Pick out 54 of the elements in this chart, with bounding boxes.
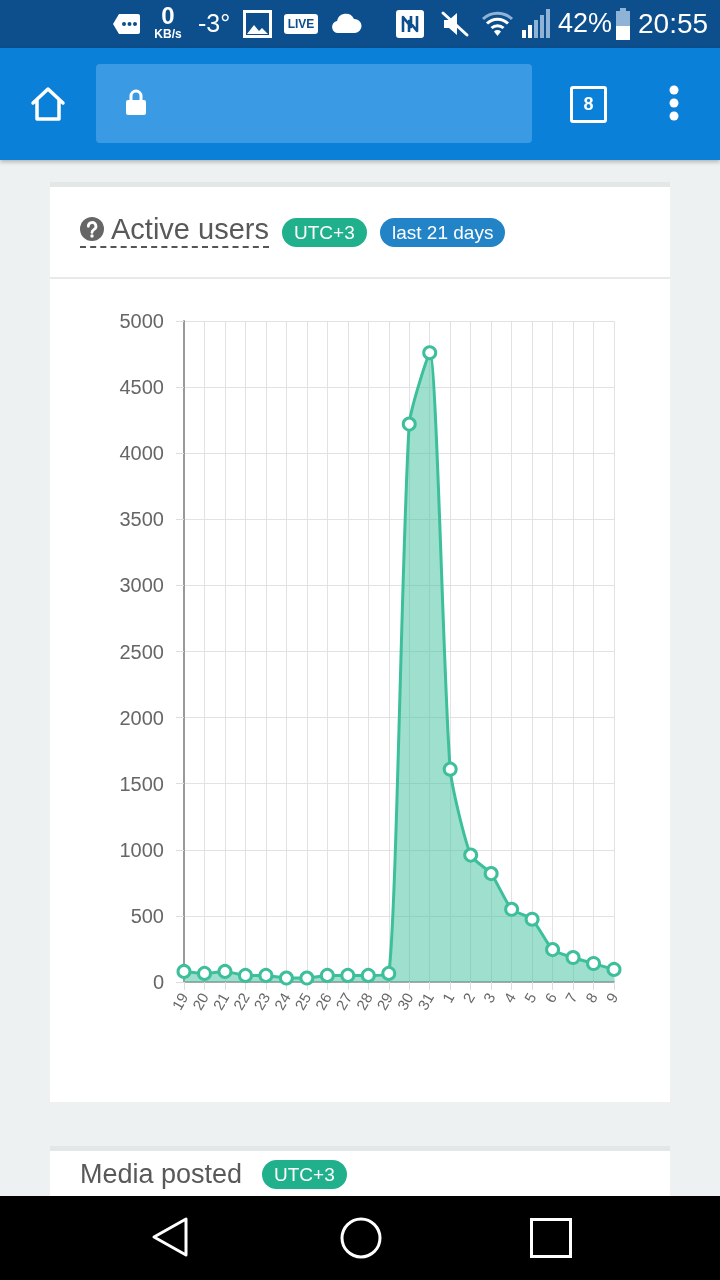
y-tick-label: 5000 [119,310,164,332]
point [483,866,499,882]
point [442,761,458,777]
point [463,847,479,863]
text: -3° [198,9,231,38]
point [381,965,397,981]
point [565,950,581,966]
point [422,345,438,361]
y-tick-label: 2500 [119,640,164,663]
point [237,967,253,983]
y-tick-label: 0 [152,971,164,993]
text: 20:55 [638,8,709,40]
text: UTC+3 [262,1160,347,1189]
point [217,963,233,979]
y-tick-label: 3000 [119,574,164,597]
text: Media posted [80,1158,243,1191]
point [524,911,540,927]
point [299,970,315,986]
x-tick-label: 2 [459,989,479,1006]
x-tick-label: 3 [479,989,499,1006]
text: KB/s [154,27,182,42]
y-tick-label: 500 [130,904,164,927]
tab-counter: 8 [570,86,607,123]
point [401,416,417,432]
y-tick-label: 4500 [119,376,164,399]
text: last 21 days [380,218,506,247]
x-tick-label: 7 [561,989,581,1006]
y-tick-label: 2000 [119,706,164,729]
x-tick-label: 31 [414,989,438,1013]
text: UTC+3 [282,218,367,247]
point [258,967,274,983]
x-tick-label: 5 [520,989,540,1006]
x-tick-label: 4 [500,989,519,1006]
chart-title: Active users [111,212,269,246]
point [196,965,212,981]
point [606,961,622,977]
point [586,955,602,971]
x-tick-label: 8 [581,989,601,1006]
y-tick-label: 3500 [119,508,164,531]
point [278,970,294,986]
point [319,967,335,983]
x-tick-label: 1 [438,989,458,1006]
y-tick-label: 4000 [119,442,164,465]
point [360,967,376,983]
text: 42% [558,8,613,39]
point [545,942,561,958]
x-tick-label: 6 [541,989,560,1006]
point [340,967,356,983]
y-tick-label: 1500 [119,772,164,795]
x-tick-label: 9 [602,989,622,1006]
point [176,963,192,979]
point [504,901,520,917]
y-tick-label: 1000 [119,838,164,861]
live-icon: LIVE [284,14,318,34]
